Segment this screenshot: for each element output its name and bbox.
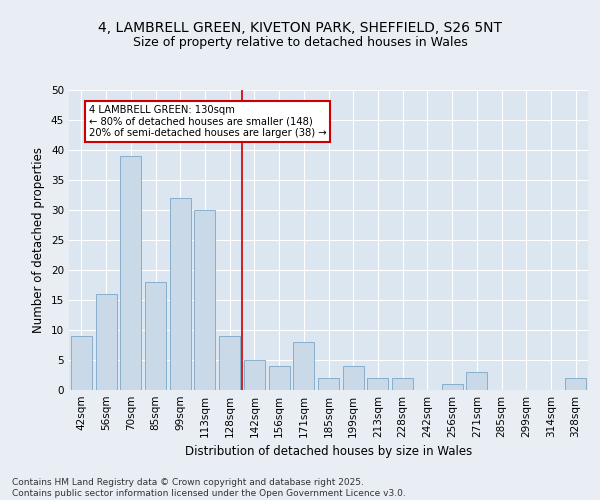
Bar <box>269 366 290 390</box>
Text: 4 LAMBRELL GREEN: 130sqm
← 80% of detached houses are smaller (148)
20% of semi-: 4 LAMBRELL GREEN: 130sqm ← 80% of detach… <box>89 105 326 138</box>
Bar <box>194 210 215 390</box>
Bar <box>170 198 191 390</box>
Bar <box>219 336 240 390</box>
Bar <box>95 294 116 390</box>
X-axis label: Distribution of detached houses by size in Wales: Distribution of detached houses by size … <box>185 446 472 458</box>
Bar <box>71 336 92 390</box>
Bar <box>145 282 166 390</box>
Bar <box>244 360 265 390</box>
Text: Size of property relative to detached houses in Wales: Size of property relative to detached ho… <box>133 36 467 49</box>
Bar <box>442 384 463 390</box>
Bar <box>343 366 364 390</box>
Bar <box>120 156 141 390</box>
Text: Contains HM Land Registry data © Crown copyright and database right 2025.
Contai: Contains HM Land Registry data © Crown c… <box>12 478 406 498</box>
Bar <box>318 378 339 390</box>
Bar <box>367 378 388 390</box>
Y-axis label: Number of detached properties: Number of detached properties <box>32 147 46 333</box>
Bar <box>565 378 586 390</box>
Text: 4, LAMBRELL GREEN, KIVETON PARK, SHEFFIELD, S26 5NT: 4, LAMBRELL GREEN, KIVETON PARK, SHEFFIE… <box>98 20 502 34</box>
Bar <box>466 372 487 390</box>
Bar <box>293 342 314 390</box>
Bar <box>392 378 413 390</box>
